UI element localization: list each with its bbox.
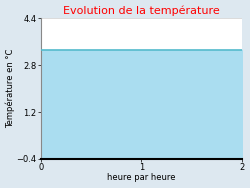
Y-axis label: Température en °C: Température en °C xyxy=(6,49,15,128)
X-axis label: heure par heure: heure par heure xyxy=(107,174,176,182)
Title: Evolution de la température: Evolution de la température xyxy=(63,6,220,16)
